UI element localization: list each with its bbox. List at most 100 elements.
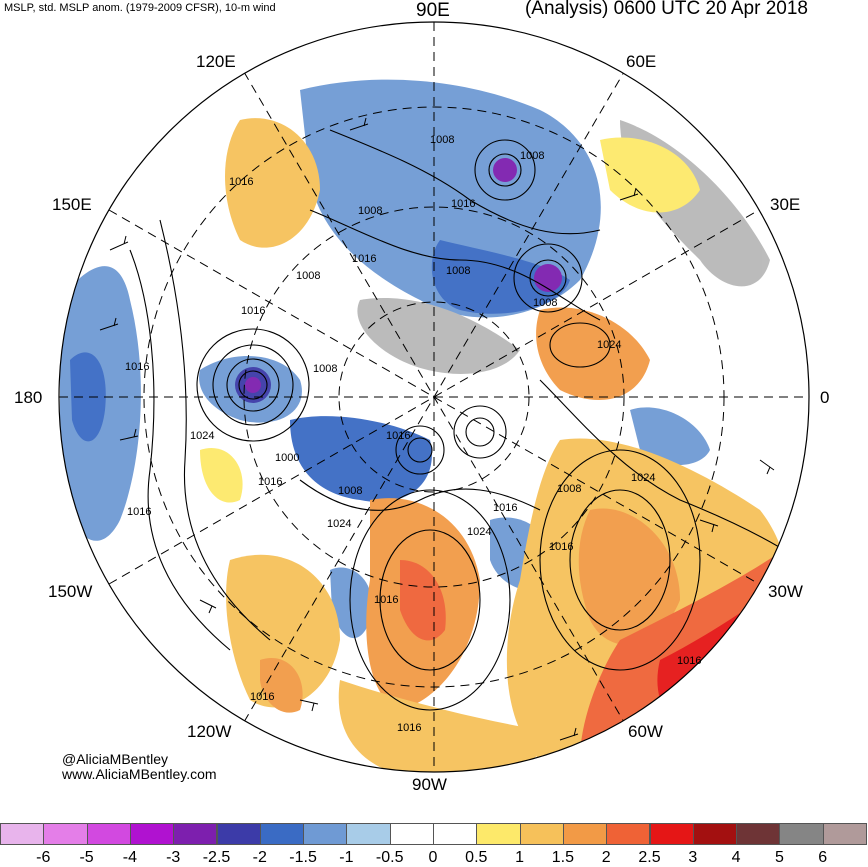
isobar-label: 1000 [275, 452, 299, 464]
isobar-contour [379, 529, 481, 671]
anomaly-neg-siberia-core [431, 240, 570, 314]
isobar-label-layer: 1008 1008 1016 1008 1016 1008 1008 1008 … [125, 134, 701, 734]
isobar-contour [395, 425, 445, 475]
colorbar-swatch [259, 823, 305, 845]
colorbar-swatch [129, 823, 175, 845]
isobar-label: 1016 [127, 506, 151, 518]
isobar-contour [226, 358, 280, 412]
colorbar-swatch [433, 823, 478, 845]
isobar-label: 1016 [258, 476, 282, 488]
colorbar-tick-label: -5 [79, 849, 94, 866]
colorbar-tick-label: -6 [36, 849, 51, 866]
longitude-label-90e: 90E [416, 0, 450, 21]
longitude-label-120w: 120W [187, 722, 232, 741]
longitude-label-180: 180 [14, 388, 43, 407]
colorbar-swatch [173, 823, 218, 845]
isobar-contour [539, 449, 701, 671]
colorbar-tick-label: -4 [122, 849, 138, 866]
isobar-label: 1024 [190, 430, 214, 442]
colorbar-tick-label: 4 [731, 849, 741, 866]
isobar-contour [407, 437, 433, 463]
isobar-contour [453, 405, 507, 459]
anomaly-pos-europe [600, 137, 700, 213]
meridian-60 [108, 209, 760, 585]
isobar-label: 1016 [229, 176, 253, 188]
colorbar-tick-label: -1 [339, 849, 354, 866]
colorbar-swatch [649, 823, 694, 845]
isobar-label: 1016 [250, 691, 274, 703]
anomaly-neg-europe [630, 407, 710, 465]
colorbar: -6 -5 -4 -3 -2.5 -2 -1.5 -1 -0.5 0 0.5 1 1.5 2 2.5 3 4 5 6 [0, 820, 868, 866]
isobar-contour [349, 489, 511, 711]
anomaly-neg-pacific-core [70, 352, 106, 442]
colorbar-tick-label: -2.5 [202, 849, 231, 866]
colorbar-tick-label: 1 [515, 849, 525, 866]
colorbar-tick-label: -1.5 [289, 849, 317, 866]
colorbar-swatch [303, 823, 348, 845]
wind-barb [699, 519, 719, 533]
longitude-label-150e: 150E [52, 195, 92, 214]
longitude-label-90w: 90W [412, 775, 447, 794]
latitude-ring [243, 206, 625, 588]
credit-handle: @AliciaMBentley [62, 751, 169, 767]
isobar-label: 1008 [557, 483, 581, 495]
wind-barb [99, 317, 119, 331]
colorbar-swatch [606, 823, 651, 845]
isobar-contour [309, 209, 601, 321]
colorbar-swatch [346, 823, 391, 845]
meridian-150 [243, 71, 625, 723]
colorbar-swatch [822, 823, 867, 845]
anomaly-pos-east-pacific [226, 554, 340, 708]
isobar-label: 1016 [241, 305, 265, 317]
isobar-contour [159, 219, 271, 641]
isobar-label: 1024 [467, 526, 491, 538]
colorbar-swatch [519, 823, 564, 845]
map-border [58, 21, 810, 773]
longitude-label-60e: 60E [626, 52, 657, 71]
colorbar-tick-label: 2.5 [638, 849, 661, 866]
anomaly-neg-canada [330, 567, 372, 639]
anomaly-shading [60, 79, 809, 772]
longitude-label-30w: 30W [768, 582, 803, 601]
isobar-label: 1008 [313, 363, 337, 375]
anomaly-pos-east-pacific-core [260, 658, 303, 713]
isobar-contour [238, 370, 268, 400]
credit-website: www.AliciaMBentley.com [62, 766, 217, 782]
isobar-label: 1016 [386, 430, 410, 442]
isobar-label: 1016 [374, 594, 398, 606]
colorbar-swatch [562, 823, 608, 845]
isobar-contour [513, 243, 583, 313]
isobar-contour [569, 489, 671, 631]
colorbar-tick-label: 6 [818, 849, 828, 866]
anomaly-neg-arctic [290, 416, 432, 502]
colorbar-swatch [779, 823, 824, 845]
wind-barb [759, 459, 775, 475]
map-title-left: MSLP, std. MSLP anom. (1979-2009 CFSR), … [4, 2, 276, 14]
isobar-contour [299, 479, 541, 511]
colorbar-tick-label: -0.5 [375, 849, 404, 866]
wind-barb [109, 235, 129, 251]
colorbar-swatch [216, 823, 261, 845]
wind-barb [299, 699, 319, 712]
anomaly-neg-min-asia [534, 264, 562, 292]
wind-barb [349, 117, 369, 131]
isobar-label: 1016 [352, 253, 376, 265]
anomaly-pos-asia [225, 118, 320, 248]
colorbar-tick-label: 1.5 [551, 849, 575, 866]
isobar-contour [196, 328, 310, 442]
isobar-label: 1024 [327, 518, 351, 530]
colorbar-swatch [43, 823, 88, 845]
isobar-label: 1008 [358, 205, 382, 217]
isobar-label: 1016 [549, 541, 573, 553]
colorbar-swatch [692, 823, 738, 845]
isobar-contour [488, 153, 522, 187]
isobar-label: 1016 [677, 655, 701, 667]
wind-barb [559, 727, 579, 741]
isobar-label: 1008 [520, 150, 544, 162]
colorbar-swatch [389, 823, 434, 845]
colorbar-swatch [86, 823, 131, 845]
colorbar-swatch [736, 823, 781, 845]
isobar-label: 1024 [631, 472, 655, 484]
longitude-label-150w: 150W [48, 582, 93, 601]
isobar-label: 1024 [597, 339, 621, 351]
